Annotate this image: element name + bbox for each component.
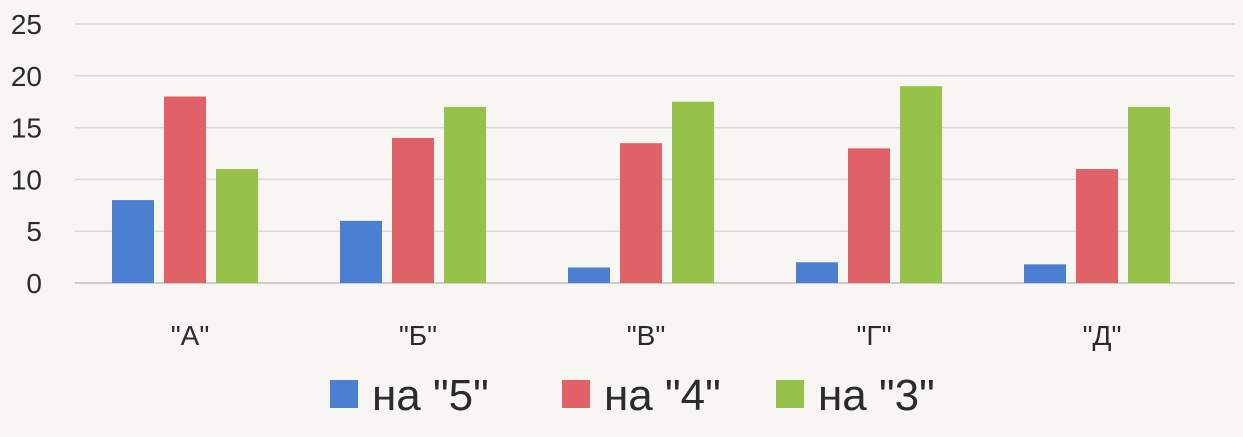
y-axis-ticks: 0 5 10 15 20 25 [11, 9, 42, 299]
legend-label-0: на "5" [372, 371, 489, 420]
bar-series0-cat2 [568, 267, 610, 283]
category-label-3: "Г" [856, 320, 891, 351]
legend-swatch-1 [562, 380, 590, 408]
y-tick-label-25: 25 [11, 9, 42, 40]
category-label-1: "Б" [399, 320, 437, 351]
y-tick-label-20: 20 [11, 61, 42, 92]
bar-series2-cat0 [216, 169, 258, 283]
bar-series0-cat1 [340, 220, 382, 283]
bar-series1-cat0 [164, 96, 206, 284]
legend: на "5" на "4" на "3" [330, 371, 935, 420]
y-tick-label-0: 0 [26, 268, 42, 299]
x-axis-category-labels: "А" "Б" "В" "Г" "Д" [171, 320, 1122, 351]
bar-series0-cat4 [1024, 264, 1066, 283]
legend-swatch-0 [330, 380, 358, 408]
bar-series1-cat2 [620, 143, 662, 283]
category-label-4: "Д" [1083, 320, 1122, 351]
y-tick-label-5: 5 [26, 216, 42, 247]
y-tick-label-10: 10 [11, 164, 42, 195]
bar-series2-cat2 [672, 101, 714, 283]
bar-series0-cat0 [112, 200, 154, 283]
bar-series1-cat3 [848, 148, 890, 283]
bar-series2-cat4 [1128, 106, 1170, 283]
legend-label-2: на "3" [818, 371, 935, 420]
bar-series2-cat3 [900, 86, 942, 283]
bar-series1-cat1 [392, 137, 434, 283]
bar-series2-cat1 [444, 106, 486, 283]
bars [112, 86, 1170, 284]
legend-swatch-2 [776, 380, 804, 408]
y-tick-label-15: 15 [11, 113, 42, 144]
legend-label-1: на "4" [604, 371, 721, 420]
bar-series1-cat4 [1076, 169, 1118, 283]
category-label-0: "А" [171, 320, 210, 351]
category-label-2: "В" [627, 320, 666, 351]
bar-series0-cat3 [796, 262, 838, 283]
